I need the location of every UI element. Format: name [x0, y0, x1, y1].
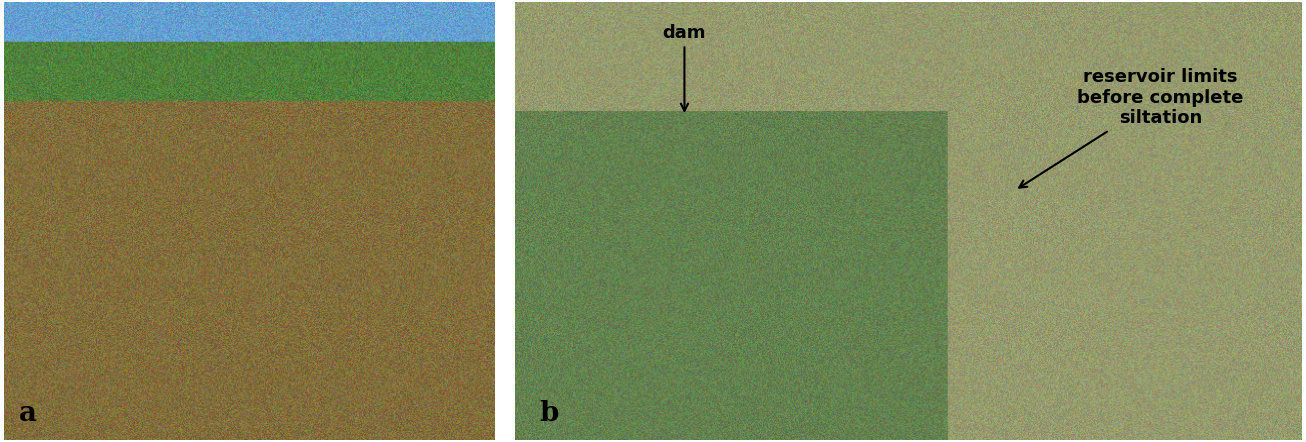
Text: reservoir limits
before complete
siltation: reservoir limits before complete siltati…	[1019, 68, 1243, 187]
Text: a: a	[18, 400, 37, 427]
Text: b: b	[539, 400, 558, 427]
Text: dam: dam	[662, 23, 707, 111]
